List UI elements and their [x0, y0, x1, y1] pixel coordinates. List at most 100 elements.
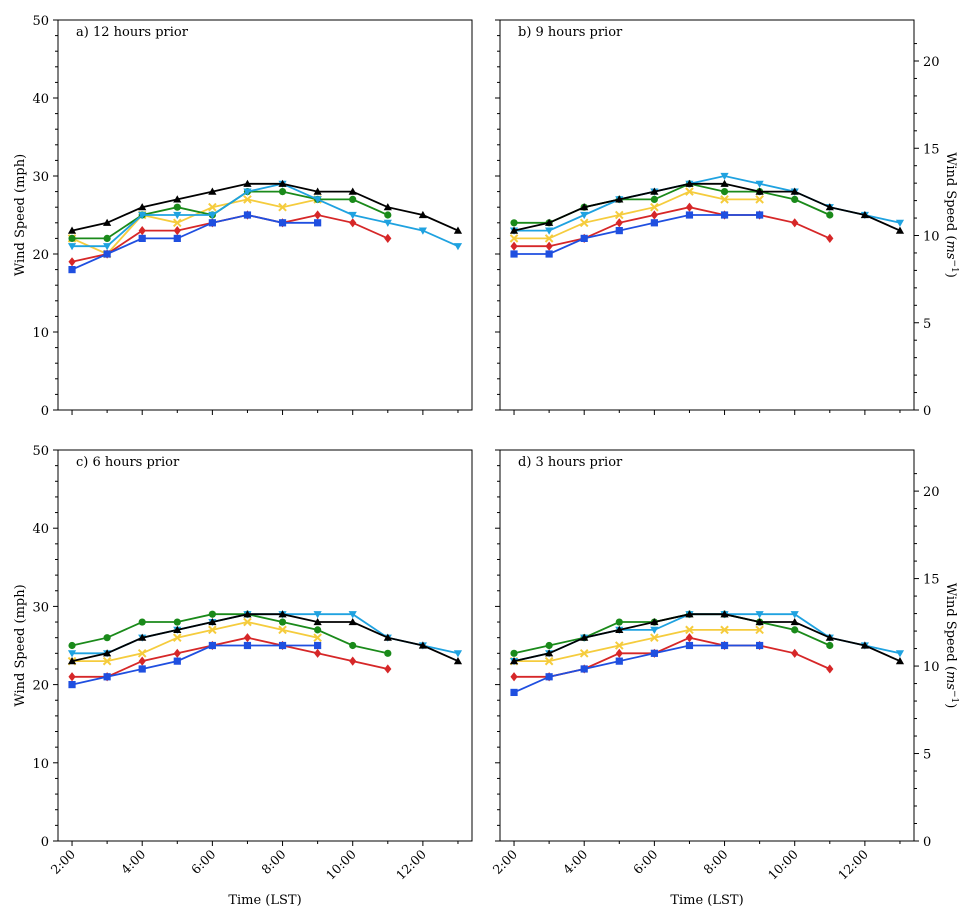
data-point	[755, 187, 764, 195]
series-line	[72, 621, 318, 662]
series-square	[510, 641, 764, 697]
data-point	[545, 241, 553, 251]
panel-title: a) 12 hours prior	[76, 25, 189, 40]
data-point	[720, 179, 729, 187]
data-point	[243, 211, 252, 219]
data-point	[580, 234, 588, 242]
x-tick-label: 8:00	[258, 846, 288, 876]
data-point	[103, 218, 112, 226]
data-point	[172, 218, 182, 228]
data-point	[418, 227, 427, 235]
y-tick-label: 50	[32, 14, 49, 29]
data-point	[208, 610, 216, 618]
data-point	[790, 187, 799, 195]
data-point	[67, 243, 77, 251]
data-point	[102, 656, 112, 666]
data-point	[348, 611, 357, 619]
data-point	[384, 664, 392, 674]
data-point	[509, 234, 519, 243]
data-point	[755, 180, 764, 188]
data-point	[545, 673, 553, 681]
data-point	[103, 234, 111, 242]
data-point	[685, 187, 694, 196]
data-point	[68, 681, 76, 689]
data-point	[138, 203, 147, 211]
data-point	[349, 195, 357, 203]
data-point	[685, 179, 694, 187]
data-point	[860, 641, 869, 649]
data-point	[685, 610, 694, 618]
data-point	[173, 234, 181, 242]
series-x	[509, 187, 764, 243]
data-point	[314, 626, 322, 634]
data-point	[173, 226, 181, 236]
data-point	[314, 210, 322, 220]
data-point	[138, 656, 146, 666]
data-point	[68, 257, 76, 267]
data-point	[314, 219, 322, 227]
data-point	[615, 618, 623, 626]
data-point	[544, 656, 554, 666]
data-point	[826, 641, 834, 650]
data-point	[860, 210, 869, 219]
panel-title: c) 6 hours prior	[76, 455, 180, 470]
series-triangle-down	[509, 172, 905, 235]
data-point	[510, 250, 518, 258]
x-axis-label: Time (LST)	[670, 893, 743, 908]
data-point	[103, 243, 112, 251]
data-point	[278, 618, 287, 626]
data-point	[208, 219, 216, 227]
data-point	[384, 649, 392, 657]
data-point	[243, 188, 252, 196]
data-point	[791, 195, 799, 203]
data-point	[313, 196, 322, 204]
data-point	[138, 226, 146, 236]
data-point	[720, 188, 729, 196]
data-point	[826, 233, 834, 243]
data-point	[314, 648, 322, 658]
data-point	[509, 226, 519, 234]
panel-d: 2:00 4:00 6:00 8:00 10:00 12:00 Time (LST) 0 5 10…	[490, 449, 959, 908]
plot-frame	[57, 449, 473, 842]
data-point	[314, 641, 322, 650]
y-tick-label: 50	[32, 444, 49, 459]
series-triangle-up	[509, 610, 905, 665]
data-point	[138, 665, 146, 673]
data-point	[173, 625, 182, 633]
data-point	[278, 219, 287, 227]
data-point	[243, 179, 252, 187]
data-point	[755, 611, 764, 619]
series-square	[68, 211, 322, 274]
x-tick-label: 10:00	[765, 846, 801, 882]
data-point	[510, 241, 518, 251]
data-point	[103, 649, 112, 657]
data-point	[137, 649, 147, 658]
data-point	[453, 243, 463, 251]
y-tick-label: 0	[41, 404, 49, 419]
series-line	[513, 613, 901, 662]
series-circle	[68, 188, 392, 242]
data-point	[510, 219, 518, 227]
series-line	[71, 613, 459, 662]
data-point	[615, 218, 623, 228]
series-line	[514, 214, 760, 255]
data-point	[579, 218, 589, 228]
data-point	[825, 633, 834, 641]
data-point	[720, 172, 729, 181]
data-point	[755, 617, 764, 626]
data-point	[615, 625, 624, 633]
data-point	[208, 641, 216, 650]
data-point	[103, 250, 111, 258]
data-point	[208, 187, 217, 195]
data-point	[68, 234, 76, 242]
data-point	[103, 634, 111, 642]
plot-frame	[499, 449, 915, 842]
data-point	[313, 617, 322, 626]
data-point	[278, 179, 287, 187]
data-point	[383, 633, 392, 641]
data-point	[720, 625, 729, 635]
y2-tick-label: 0	[923, 404, 931, 419]
data-point	[755, 625, 764, 635]
y-tick-label: 40	[32, 92, 49, 107]
data-point	[68, 641, 76, 650]
